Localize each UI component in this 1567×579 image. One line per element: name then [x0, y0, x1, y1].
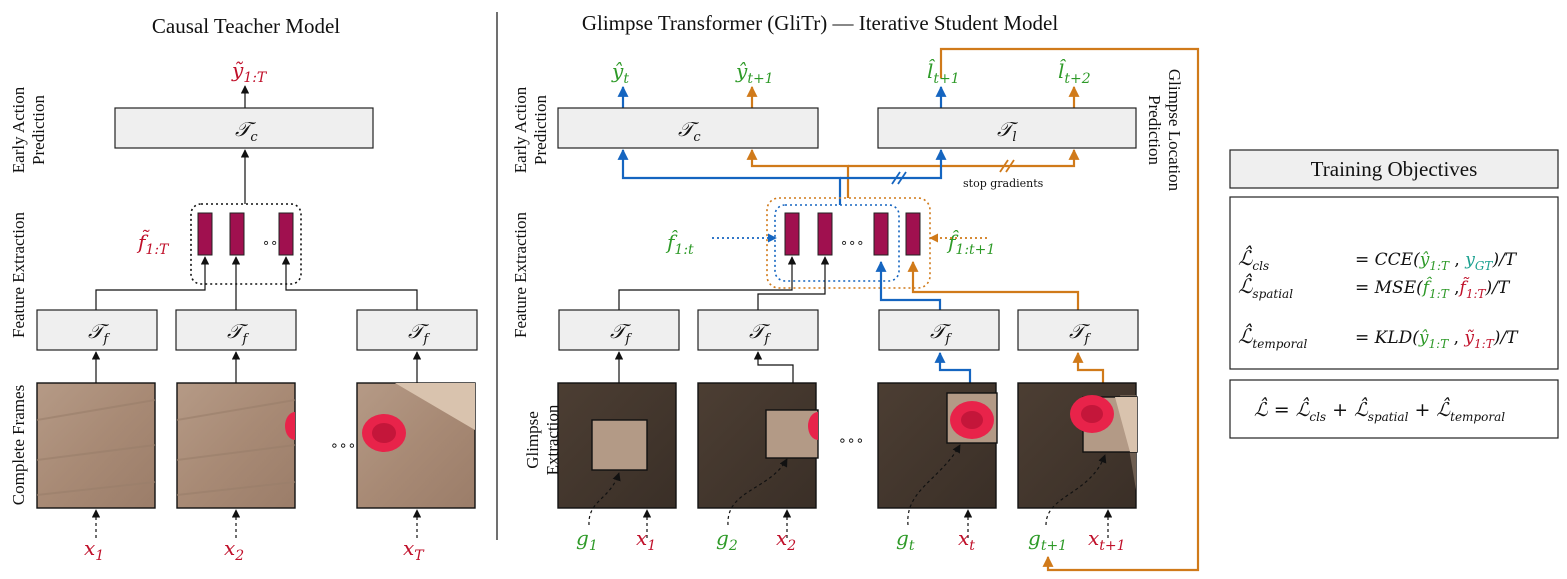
- blue-route-tc: [617, 148, 842, 205]
- teacher-feature-extraction-label: Feature Extraction: [9, 211, 28, 338]
- gt1-arrow: [1045, 454, 1107, 526]
- student-tf-box: [697, 309, 819, 351]
- student-frame-2: [697, 382, 819, 509]
- student-connector-blue: [875, 260, 942, 310]
- student-input-xt: xt: [958, 526, 975, 554]
- student-output-lt1: l̂t+1: [927, 59, 960, 87]
- glimpse-extraction-label: Glimpse Extraction: [523, 404, 562, 475]
- student-tl-box: [877, 107, 1137, 149]
- stop-gradient-mark-orange: [999, 159, 1015, 173]
- blue-route-tl: [840, 148, 947, 180]
- objective-temporal-rhs: = KLD(ŷ1:T , ỹ1:T)/T: [1355, 328, 1519, 351]
- svg-text:Prediction: Prediction: [531, 95, 550, 165]
- student-feat-left-label: f̂1:t: [665, 230, 694, 258]
- teacher-frame-2: [176, 382, 296, 509]
- teacher-features-label: f̃1:T: [136, 230, 170, 258]
- student-feature-ellipsis: ∘∘∘: [840, 236, 864, 251]
- student-frame-ellipsis: ∘∘∘: [838, 433, 864, 449]
- stop-gradient-mark-blue: [891, 171, 907, 185]
- glimpse-arrow-blue: [934, 351, 972, 393]
- student-feature-bar: [784, 212, 800, 256]
- student-tc-box: [557, 107, 819, 149]
- student-frame-1: [557, 382, 677, 509]
- student-connector-orange: [907, 260, 1080, 310]
- teacher-frame-ellipsis: ∘∘∘: [330, 438, 356, 454]
- svg-text:Prediction: Prediction: [1145, 95, 1164, 165]
- teacher-frame-t: [356, 382, 476, 509]
- student-output-lt2: l̂t+2: [1058, 59, 1091, 87]
- student-input-gt1: gt+1: [1028, 526, 1067, 554]
- objective-spatial-rhs: = MSE(f̂1:T ,f̃1:T)/T: [1355, 277, 1511, 301]
- g1-arrow: [588, 472, 621, 526]
- orange-route-tl: [848, 148, 1080, 168]
- student-feature-bar: [905, 212, 921, 256]
- student-feature-bar: [817, 212, 833, 256]
- student-input-x1: x1: [636, 526, 656, 554]
- teacher-feature-group: [190, 203, 302, 285]
- teacher-tf-box: [175, 309, 297, 351]
- student-feature-bar: [873, 212, 889, 256]
- teacher-feature-bar: [197, 212, 213, 256]
- student-tf-box: [1017, 309, 1139, 351]
- student-frame-t: [877, 382, 998, 509]
- student-input-xt1: xt+1: [1088, 526, 1126, 554]
- stop-gradients-label: stop gradients: [963, 177, 1044, 190]
- orange-route-tc: [746, 148, 850, 198]
- svg-text:Early Action: Early Action: [9, 86, 28, 173]
- student-output-yt1: ŷt+1: [735, 59, 774, 87]
- teacher-tf-box: [356, 309, 478, 351]
- svg-text:Glimpse: Glimpse: [523, 411, 542, 469]
- g2-arrow: [727, 458, 788, 526]
- total-loss: ℒ̂ = ℒ̂cls + ℒ̂spatial + ℒ̂temporal: [1254, 397, 1505, 424]
- objectives-box: [1229, 196, 1559, 370]
- teacher-early-action-label: Early Action Prediction: [9, 86, 48, 173]
- teacher-input-xT: xT: [403, 536, 425, 564]
- student-input-g2: g2: [716, 526, 738, 554]
- objective-spatial: ℒ̂spatial: [1238, 273, 1293, 301]
- objective-cls: ℒ̂cls = CCE(ŷ1:T , yGT)/T: [1238, 245, 1518, 275]
- student-early-action-label: Early Action Prediction: [511, 86, 550, 173]
- student-connector: [757, 256, 830, 310]
- student-tf-box: [878, 309, 1000, 351]
- student-connector: [618, 256, 797, 310]
- svg-text:Extraction: Extraction: [543, 404, 562, 475]
- objectives-title-box: [1229, 149, 1559, 189]
- student-feature-extraction-label: Feature Extraction: [511, 211, 530, 338]
- objectives-title: Training Objectives: [1311, 157, 1478, 181]
- objective-temporal: ℒ̂temporal: [1238, 323, 1308, 351]
- student-tf-box: [558, 309, 680, 351]
- student-frame-t1: [1017, 382, 1138, 509]
- teacher-output-label: ỹ1:T: [231, 58, 268, 86]
- total-loss-box: [1229, 379, 1559, 439]
- student-feature-group-t1: [766, 197, 931, 289]
- student-input-gt: gt: [896, 526, 915, 554]
- student-output-yt: ŷt: [611, 59, 629, 87]
- glimpse-location-label: Glimpse Location Prediction: [1145, 69, 1184, 192]
- teacher-frame-1: [36, 382, 156, 509]
- teacher-input-x2: x2: [224, 536, 244, 564]
- teacher-connector: [281, 256, 418, 310]
- gt-arrow: [907, 444, 961, 526]
- location-feedback-loop: [939, 47, 1200, 572]
- student-input-g1: g1: [576, 526, 598, 554]
- svg-text:Prediction: Prediction: [29, 95, 48, 165]
- teacher-tf-box: [36, 309, 158, 351]
- student-feat-right-label: f̂1:t+1: [946, 230, 995, 258]
- student-input-x2: x2: [776, 526, 796, 554]
- teacher-feature-bar: [229, 212, 245, 256]
- teacher-input-x1: x1: [84, 536, 104, 564]
- svg-text:Early Action: Early Action: [511, 86, 530, 173]
- teacher-title: Causal Teacher Model: [152, 14, 340, 38]
- teacher-connector: [95, 256, 210, 310]
- student-feature-group-t: [774, 204, 900, 282]
- teacher-tc-box: [114, 107, 374, 149]
- student-title: Glimpse Transformer (GliTr) — Iterative …: [582, 11, 1059, 35]
- svg-text:Glimpse Location: Glimpse Location: [1165, 69, 1184, 192]
- teacher-feature-bar: [278, 212, 294, 256]
- complete-frames-label: Complete Frames: [9, 385, 28, 505]
